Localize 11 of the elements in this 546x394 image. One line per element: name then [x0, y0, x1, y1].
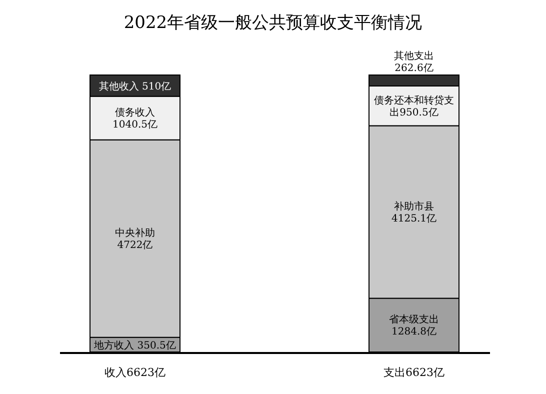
- data-label: 补助市县 4125.1亿: [392, 200, 436, 225]
- data-label: 其他收入 510亿: [98, 80, 172, 92]
- data-label: 债务还本和转贷支出950.5亿: [374, 94, 454, 118]
- data-label: 中央补助 4722亿: [115, 227, 155, 252]
- x-tick-label: 支出6623亿: [384, 366, 444, 379]
- data-label: 债务收入 1040.5亿: [112, 106, 158, 131]
- x-tick-label: 收入6623亿: [104, 366, 166, 379]
- data-label: 其他支出 262.6亿: [394, 50, 434, 74]
- chart-title: 2022年省级一般公共预算收支平衡情况: [124, 13, 422, 33]
- data-label: 地方收入 350.5亿: [93, 339, 176, 352]
- data-label: 省本级支出 1284.8亿: [389, 314, 439, 338]
